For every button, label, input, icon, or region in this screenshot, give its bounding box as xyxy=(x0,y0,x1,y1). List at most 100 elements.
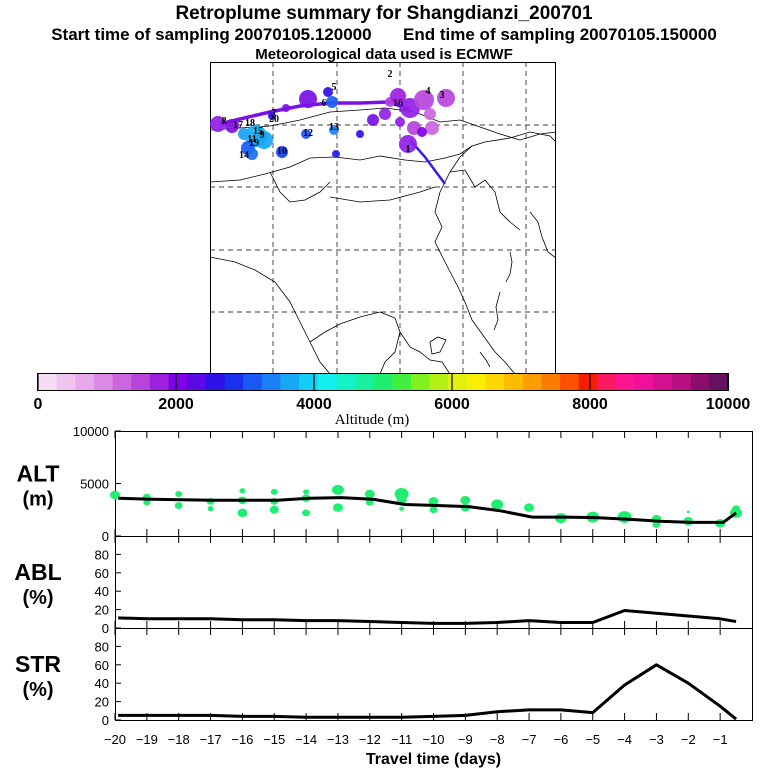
x-tick-label: −14 xyxy=(295,732,317,747)
plume-dot xyxy=(301,129,311,139)
y-tick-label: 80 xyxy=(95,639,109,654)
x-tick-label: −18 xyxy=(168,732,190,747)
colorbar-cell xyxy=(243,374,263,390)
altitude-cluster-point xyxy=(652,521,661,528)
plume-number-label: 7 xyxy=(272,108,277,119)
plume-dot xyxy=(437,89,455,107)
plume-number-label: 10 xyxy=(277,146,287,157)
plume-dot xyxy=(417,127,427,137)
colorbar-cell xyxy=(131,374,151,390)
altitude-cluster-point xyxy=(174,502,183,509)
plume-dot xyxy=(326,96,338,108)
plume-dot xyxy=(395,117,405,127)
x-tick-label: −15 xyxy=(263,732,285,747)
altitude-cluster-point xyxy=(270,488,278,495)
altitude-cluster-point xyxy=(331,484,344,495)
altitude-cluster-point xyxy=(365,499,374,506)
colorbar-cell xyxy=(224,374,244,390)
altitude-colorbar: 0 2000 4000 6000 8000 10000 Altitude (m) xyxy=(34,373,750,428)
altitude-cluster-point xyxy=(332,503,343,512)
x-tick-label: −12 xyxy=(359,732,381,747)
colorbar-tick-label: 8000 xyxy=(572,396,608,413)
plume-dot xyxy=(323,87,333,97)
colorbar-cell xyxy=(672,374,692,390)
plume-dot xyxy=(356,130,364,138)
altitude-cluster-point xyxy=(394,488,409,500)
colorbar-cell xyxy=(373,374,393,390)
plume-number-label: 12 xyxy=(303,128,313,139)
colorbar-cell xyxy=(299,374,319,390)
plume-dot xyxy=(332,150,340,158)
plume-number-label: 19 xyxy=(249,138,259,149)
colorbar-cell xyxy=(504,374,524,390)
colorbar-cell xyxy=(410,374,431,390)
y-tick-label: 60 xyxy=(95,658,109,673)
x-tick-label: −10 xyxy=(422,732,444,747)
altitude-cluster-point xyxy=(732,505,741,513)
altitude-cluster-point xyxy=(269,505,279,514)
y-tick-label: 40 xyxy=(95,584,109,599)
x-axis-label: Travel time (days) xyxy=(366,751,501,768)
plume-number-label: 1 xyxy=(406,144,411,155)
colorbar-cell xyxy=(187,374,207,390)
plume-dots xyxy=(210,87,455,160)
y-tick-label: 0 xyxy=(102,529,109,544)
y-tick-label: 20 xyxy=(95,603,109,618)
altitude-cluster-point xyxy=(237,508,248,518)
alt-panel: 0 5000 10000 ALT(m) xyxy=(16,424,753,544)
altitude-cluster-point xyxy=(491,499,504,510)
x-tick-label: −4 xyxy=(617,732,632,747)
x-tick-label: −7 xyxy=(522,732,537,747)
plume-dot xyxy=(276,146,288,158)
altitude-cluster-point xyxy=(175,491,183,497)
plume-dot xyxy=(424,108,436,120)
y-tick-label: 0 xyxy=(102,621,109,636)
x-tick-label: −13 xyxy=(327,732,349,747)
plume-dot xyxy=(210,116,226,132)
plume-number-label: 16 xyxy=(393,98,403,109)
altitude-cluster-point xyxy=(428,497,439,506)
colorbar-cell xyxy=(541,374,561,390)
x-tick-label: −1 xyxy=(713,732,728,747)
colorbar-cell xyxy=(112,374,132,390)
plume-dot xyxy=(425,121,439,135)
colorbar-cell xyxy=(597,374,617,390)
x-tick-label: −11 xyxy=(391,732,412,747)
panel-ylabel-unit: (%) xyxy=(22,679,53,701)
colorbar-tick-label: 4000 xyxy=(296,396,332,413)
plume-dot xyxy=(282,104,290,112)
altitude-cluster-point xyxy=(110,490,120,500)
altitude-cluster-point xyxy=(207,506,214,512)
panel-ylabel-unit: (%) xyxy=(22,587,53,609)
y-tick-label: 20 xyxy=(95,695,109,710)
colorbar-cell xyxy=(355,374,375,390)
plume-dot xyxy=(329,125,339,135)
y-tick-label: 60 xyxy=(95,566,109,581)
y-tick-label: 10000 xyxy=(73,424,109,439)
start-time-value: 20070105.120000 xyxy=(234,25,372,44)
plume-number-label: 14 xyxy=(239,150,249,161)
colorbar-label: Altitude (m) xyxy=(335,412,410,428)
y-tick-label: 40 xyxy=(95,676,109,691)
colorbar-cell xyxy=(56,374,76,390)
plume-number-label: 17 xyxy=(233,120,243,131)
x-tick-label: −2 xyxy=(681,732,696,747)
colorbar-ticks: 0 2000 4000 6000 8000 10000 xyxy=(34,374,750,413)
y-tick-label: 0 xyxy=(102,713,109,728)
altitude-cluster-point xyxy=(143,499,151,506)
x-tick-label: −6 xyxy=(553,732,568,747)
plume-number-label: 3 xyxy=(440,90,445,101)
plume-number-label: 13 xyxy=(329,122,339,133)
colorbar-cell xyxy=(466,374,486,390)
plume-number-label: 20 xyxy=(269,114,279,125)
panel-ylabel: ALT xyxy=(16,461,59,487)
plume-dot xyxy=(367,114,379,126)
plume-number-label: 2 xyxy=(388,69,393,80)
colorbar-cell xyxy=(560,374,580,390)
colorbar-cell xyxy=(485,374,505,390)
plume-dot xyxy=(390,88,406,104)
end-time-value: 20070105.150000 xyxy=(579,25,717,44)
altitude-cluster-point xyxy=(364,489,375,499)
